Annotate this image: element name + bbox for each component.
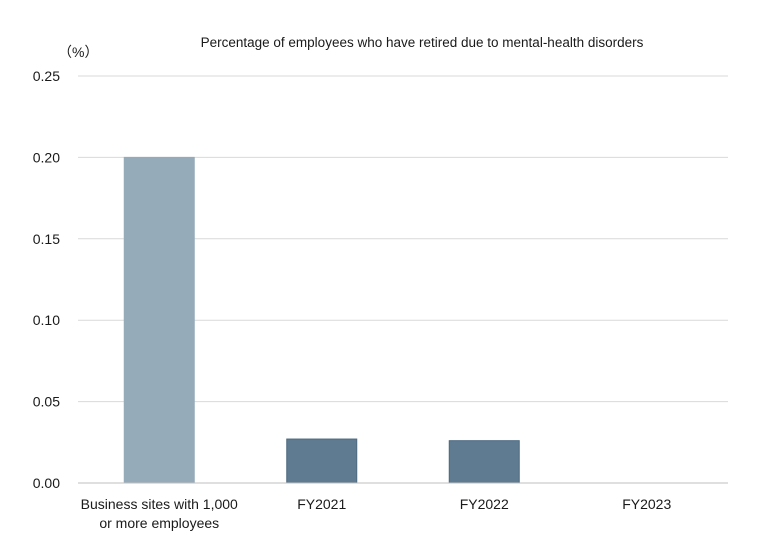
y-tick-label: 0.25 — [33, 68, 60, 84]
x-tick-label: Business sites with 1,000 — [81, 496, 238, 512]
x-tick-label: FY2022 — [460, 496, 509, 512]
bar — [123, 156, 195, 484]
y-tick-label: 0.00 — [33, 475, 60, 491]
x-tick-label: FY2023 — [622, 496, 671, 512]
chart-title: Percentage of employees who have retired… — [201, 35, 644, 50]
y-tick-label: 0.05 — [33, 394, 60, 410]
bars — [123, 156, 520, 484]
y-axis-ticks: 0.00 0.05 0.10 0.15 0.20 0.25 — [33, 68, 60, 491]
y-unit-label: （%） — [58, 44, 98, 60]
bar — [448, 440, 520, 484]
bar — [286, 438, 358, 484]
y-tick-label: 0.15 — [33, 231, 60, 247]
y-tick-label: 0.20 — [33, 149, 60, 165]
x-tick-label: or more employees — [99, 515, 219, 531]
y-tick-label: 0.10 — [33, 312, 60, 328]
x-axis-ticks: Business sites with 1,000 or more employe… — [81, 496, 672, 531]
x-tick-label: FY2021 — [297, 496, 346, 512]
